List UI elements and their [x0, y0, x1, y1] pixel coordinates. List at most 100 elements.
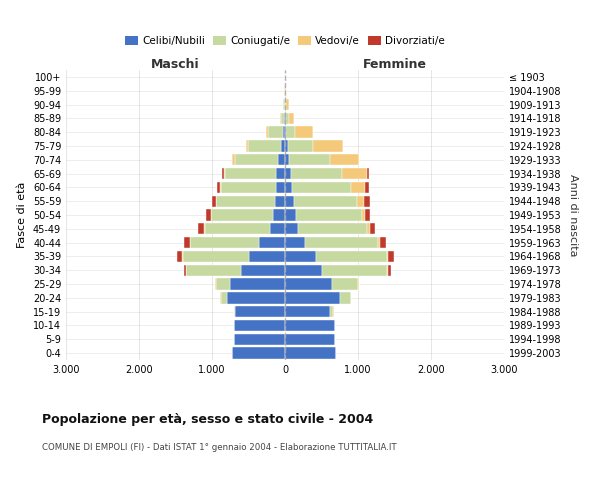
- Bar: [286, 112, 289, 124]
- Text: Femmine: Femmine: [362, 58, 427, 70]
- Bar: [350, 182, 365, 193]
- Bar: [285, 306, 330, 318]
- Bar: [215, 278, 230, 289]
- Bar: [271, 223, 285, 234]
- Bar: [370, 223, 375, 234]
- Bar: [234, 320, 285, 331]
- Bar: [281, 112, 284, 124]
- Bar: [235, 154, 278, 166]
- Bar: [220, 182, 221, 193]
- Bar: [227, 292, 285, 304]
- Bar: [342, 168, 367, 179]
- Bar: [232, 154, 235, 166]
- Bar: [285, 320, 335, 331]
- Bar: [222, 168, 224, 179]
- Bar: [234, 306, 235, 318]
- Bar: [285, 168, 291, 179]
- Bar: [295, 126, 313, 138]
- Bar: [305, 237, 379, 248]
- Text: Maschi: Maschi: [151, 58, 200, 70]
- Bar: [275, 182, 285, 193]
- Bar: [280, 112, 281, 124]
- Bar: [365, 210, 370, 220]
- Bar: [285, 126, 286, 138]
- Bar: [365, 182, 369, 193]
- Bar: [364, 196, 370, 207]
- Bar: [286, 126, 295, 138]
- Bar: [380, 237, 386, 248]
- Bar: [285, 348, 336, 359]
- Bar: [295, 196, 356, 207]
- Bar: [234, 334, 285, 345]
- Bar: [285, 140, 288, 151]
- Bar: [285, 278, 332, 289]
- Bar: [232, 348, 285, 359]
- Bar: [362, 210, 365, 220]
- Bar: [245, 140, 248, 151]
- Bar: [199, 223, 205, 234]
- Bar: [266, 126, 268, 138]
- Bar: [356, 196, 364, 207]
- Bar: [285, 154, 289, 166]
- Bar: [329, 154, 359, 166]
- Bar: [285, 251, 316, 262]
- Bar: [284, 112, 285, 124]
- Bar: [283, 99, 284, 110]
- Bar: [387, 251, 388, 262]
- Bar: [259, 237, 285, 248]
- Bar: [289, 154, 329, 166]
- Bar: [184, 264, 186, 276]
- Bar: [330, 306, 333, 318]
- Bar: [211, 210, 274, 220]
- Bar: [332, 278, 358, 289]
- Bar: [221, 182, 275, 193]
- Bar: [285, 196, 295, 207]
- Bar: [340, 292, 350, 304]
- Bar: [298, 223, 367, 234]
- Bar: [285, 264, 322, 276]
- Bar: [235, 306, 285, 318]
- Bar: [313, 140, 343, 151]
- Bar: [248, 140, 281, 151]
- Bar: [268, 126, 283, 138]
- Bar: [275, 196, 285, 207]
- Bar: [285, 112, 286, 124]
- Bar: [285, 223, 298, 234]
- Y-axis label: Fasce di età: Fasce di età: [17, 182, 27, 248]
- Bar: [217, 182, 220, 193]
- Bar: [278, 154, 285, 166]
- Bar: [388, 264, 391, 276]
- Bar: [316, 251, 387, 262]
- Bar: [190, 237, 259, 248]
- Bar: [221, 292, 227, 304]
- Bar: [288, 140, 313, 151]
- Bar: [212, 196, 216, 207]
- Bar: [187, 264, 241, 276]
- Bar: [285, 210, 296, 220]
- Bar: [248, 251, 285, 262]
- Legend: Celibi/Nubili, Coniugati/e, Vedovi/e, Divorziati/e: Celibi/Nubili, Coniugati/e, Vedovi/e, Di…: [121, 32, 449, 50]
- Bar: [184, 237, 190, 248]
- Bar: [217, 196, 275, 207]
- Bar: [322, 264, 387, 276]
- Bar: [224, 168, 225, 179]
- Bar: [367, 223, 370, 234]
- Bar: [183, 251, 248, 262]
- Bar: [291, 168, 342, 179]
- Text: COMUNE DI EMPOLI (FI) - Dati ISTAT 1° gennaio 2004 - Elaborazione TUTTITALIA.IT: COMUNE DI EMPOLI (FI) - Dati ISTAT 1° ge…: [42, 442, 397, 452]
- Bar: [225, 168, 276, 179]
- Bar: [292, 182, 350, 193]
- Bar: [283, 126, 285, 138]
- Bar: [274, 210, 285, 220]
- Bar: [241, 264, 285, 276]
- Bar: [387, 264, 388, 276]
- Bar: [285, 237, 305, 248]
- Bar: [296, 210, 362, 220]
- Bar: [276, 168, 285, 179]
- Bar: [286, 99, 289, 110]
- Text: Popolazione per età, sesso e stato civile - 2004: Popolazione per età, sesso e stato civil…: [42, 412, 373, 426]
- Y-axis label: Anni di nascita: Anni di nascita: [568, 174, 578, 256]
- Bar: [358, 278, 359, 289]
- Bar: [178, 251, 182, 262]
- Bar: [289, 112, 295, 124]
